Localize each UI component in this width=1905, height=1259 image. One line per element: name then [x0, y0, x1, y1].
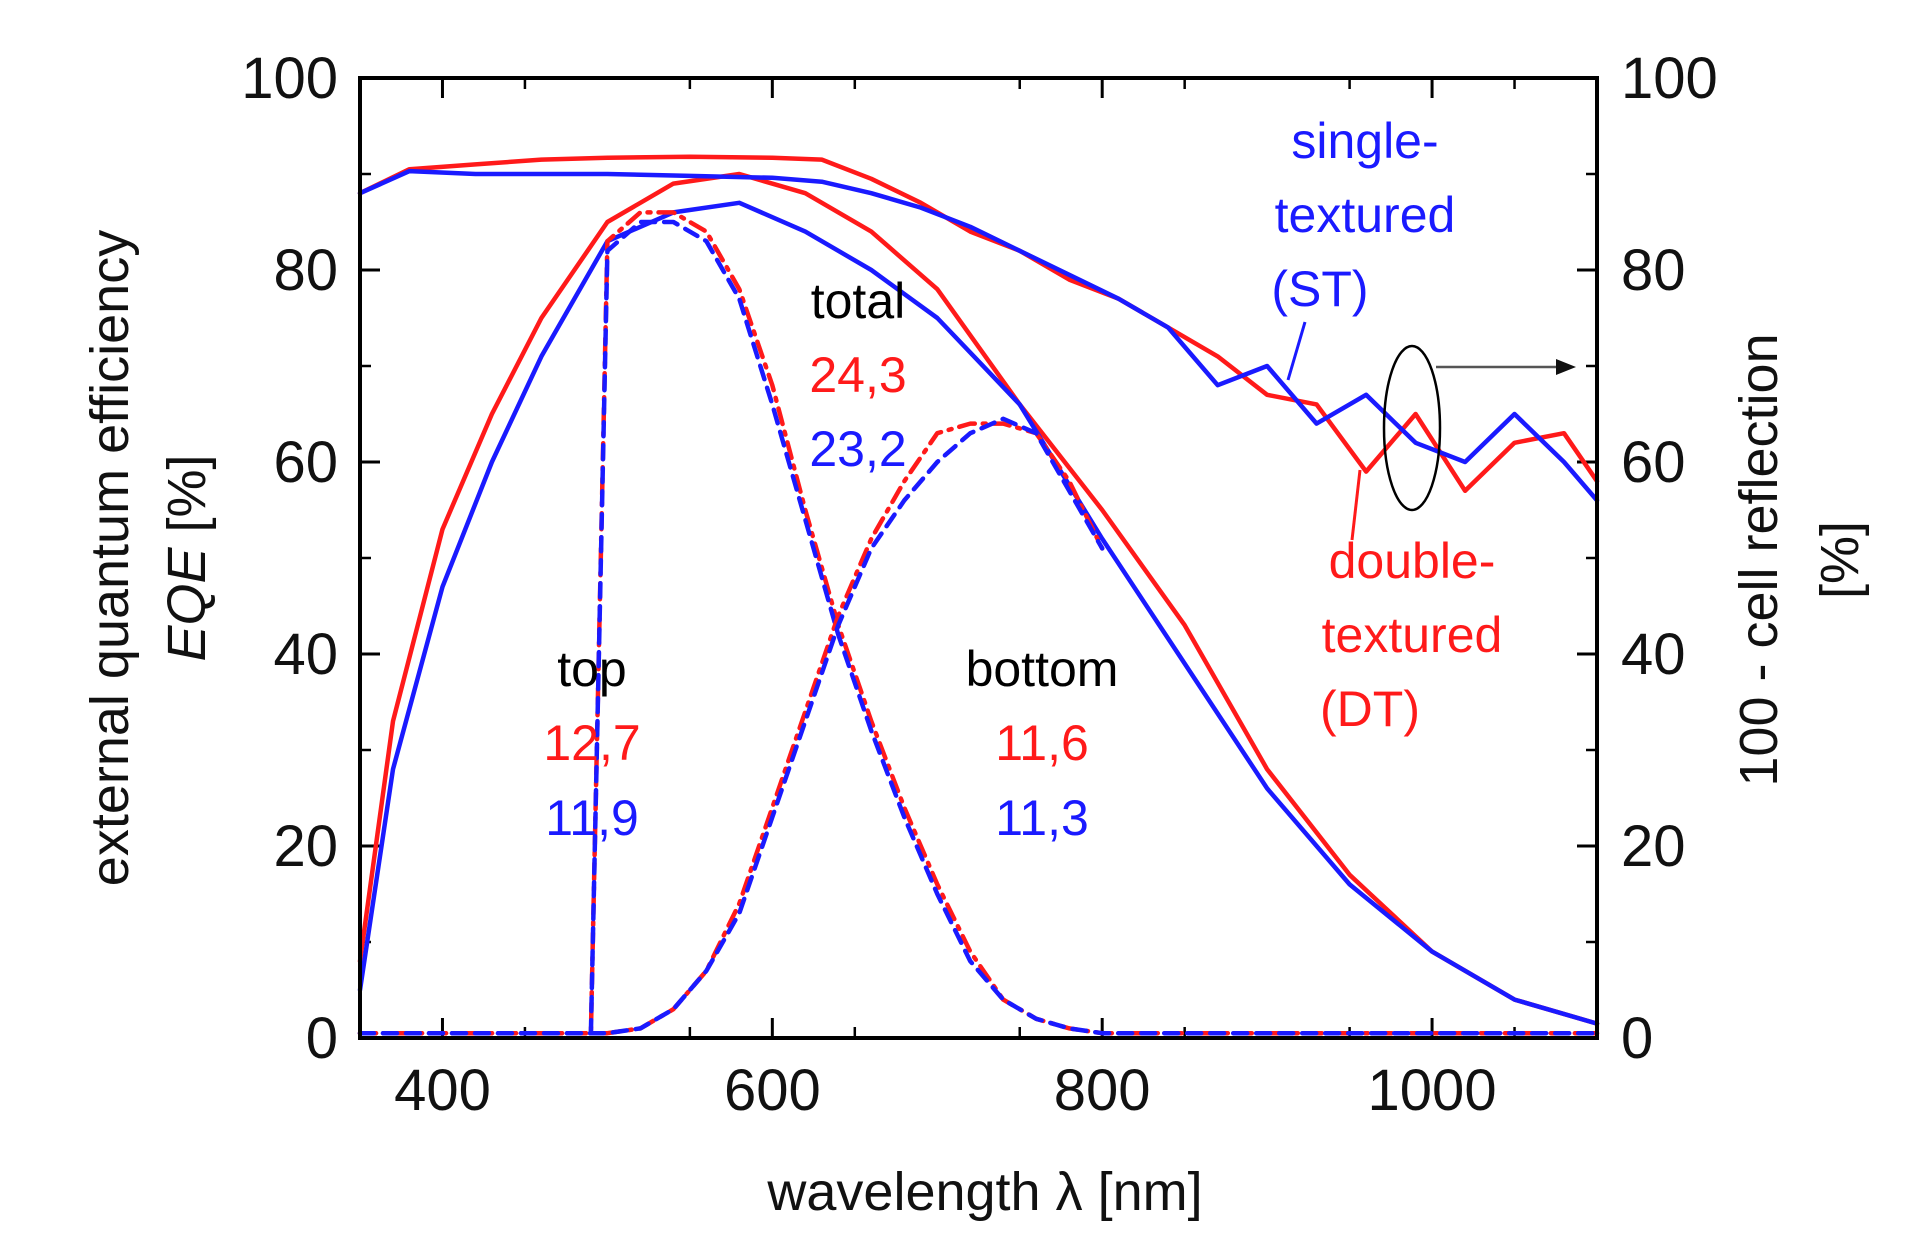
y-tick-label-60: 60 — [273, 430, 338, 495]
y2-axis-title-line1: 100 - cell reflection — [1729, 333, 1789, 786]
series-line-total-eqe-single-textured — [357, 200, 1600, 1026]
y-tick-label-100: 100 — [241, 46, 338, 111]
right-axis-indicator-ellipse — [1382, 344, 1442, 512]
series-line-bottom-cell-single-textured — [357, 416, 1105, 1036]
annotation-top-st: 11,9 — [545, 790, 639, 846]
legend-st-pointer — [1286, 321, 1307, 381]
legend-st-line2: textured — [1275, 187, 1456, 243]
y-tick-label-20: 20 — [273, 814, 338, 879]
annotation-total-label: total — [811, 273, 906, 329]
y-axis-title-line1: external quantum efficiency — [80, 230, 140, 886]
annotation-bottom-label: bottom — [966, 641, 1119, 697]
y-axis-title-line1-group: external quantum efficiency — [80, 230, 140, 886]
y2-tick-labels: 0 20 40 60 80 100 — [1621, 46, 1718, 1071]
x-tick-labels: 400 600 800 1000 — [394, 1058, 1497, 1123]
annotation-bottom-dt: 11,6 — [995, 715, 1089, 771]
legend-dt-line2: textured — [1322, 607, 1503, 663]
x-tick-label-800: 800 — [1054, 1058, 1151, 1123]
y2-tick-label-20: 20 — [1621, 814, 1686, 879]
y-axis-title-eqe: EQE — [157, 547, 217, 662]
y-tick-label-0: 0 — [306, 1006, 338, 1071]
annotation-total-dt: 24,3 — [809, 347, 906, 403]
y-axis-title-line2: EQE [%] — [157, 454, 217, 661]
y2-tick-label-100: 100 — [1621, 46, 1718, 111]
y-axis-title-line2-group: EQE [%] — [157, 454, 217, 661]
y-axis-title-unit: [%] — [157, 454, 217, 547]
series-line-top-cell-single-textured — [357, 219, 1600, 1036]
legend-st-line1: single- — [1291, 113, 1438, 169]
legend-st-line3: (ST) — [1271, 261, 1368, 317]
x-axis-title: wavelength λ [nm] — [766, 1162, 1202, 1222]
legend-dt-pointer — [1350, 469, 1362, 541]
y-tick-label-40: 40 — [273, 622, 338, 687]
right-axis-arrow-head — [1556, 359, 1576, 375]
y2-axis-title-line2-group: [%] — [1810, 521, 1870, 599]
plot-frame — [358, 76, 1599, 1040]
series-line-total-eqe-double-textured — [357, 171, 1600, 1026]
x-tick-label-400: 400 — [394, 1058, 491, 1123]
series-line-100-cell-reflection-single-textured — [357, 168, 1600, 503]
y-tick-label-80: 80 — [273, 238, 338, 303]
legend-dt-line1: double- — [1329, 533, 1496, 589]
series-group — [357, 154, 1600, 1036]
y2-tick-label-80: 80 — [1621, 238, 1686, 303]
y2-axis-title-line2: [%] — [1810, 521, 1870, 599]
x-tick-label-1000: 1000 — [1368, 1058, 1497, 1123]
y2-axis-title-line1-group: 100 - cell reflection — [1729, 333, 1789, 786]
y2-tick-label-40: 40 — [1621, 622, 1686, 687]
x-tick-label-600: 600 — [724, 1058, 821, 1123]
annotation-bottom-st: 11,3 — [995, 790, 1089, 846]
legend-dt-line3: (DT) — [1320, 681, 1420, 737]
y2-tick-label-0: 0 — [1621, 1006, 1653, 1071]
annotation-total-st: 23,2 — [809, 421, 906, 477]
y-tick-labels: 0 20 40 60 80 100 — [241, 46, 338, 1071]
annotation-top-label: top — [557, 641, 627, 697]
y2-tick-label-60: 60 — [1621, 430, 1686, 495]
annotation-top-dt: 12,7 — [543, 715, 640, 771]
